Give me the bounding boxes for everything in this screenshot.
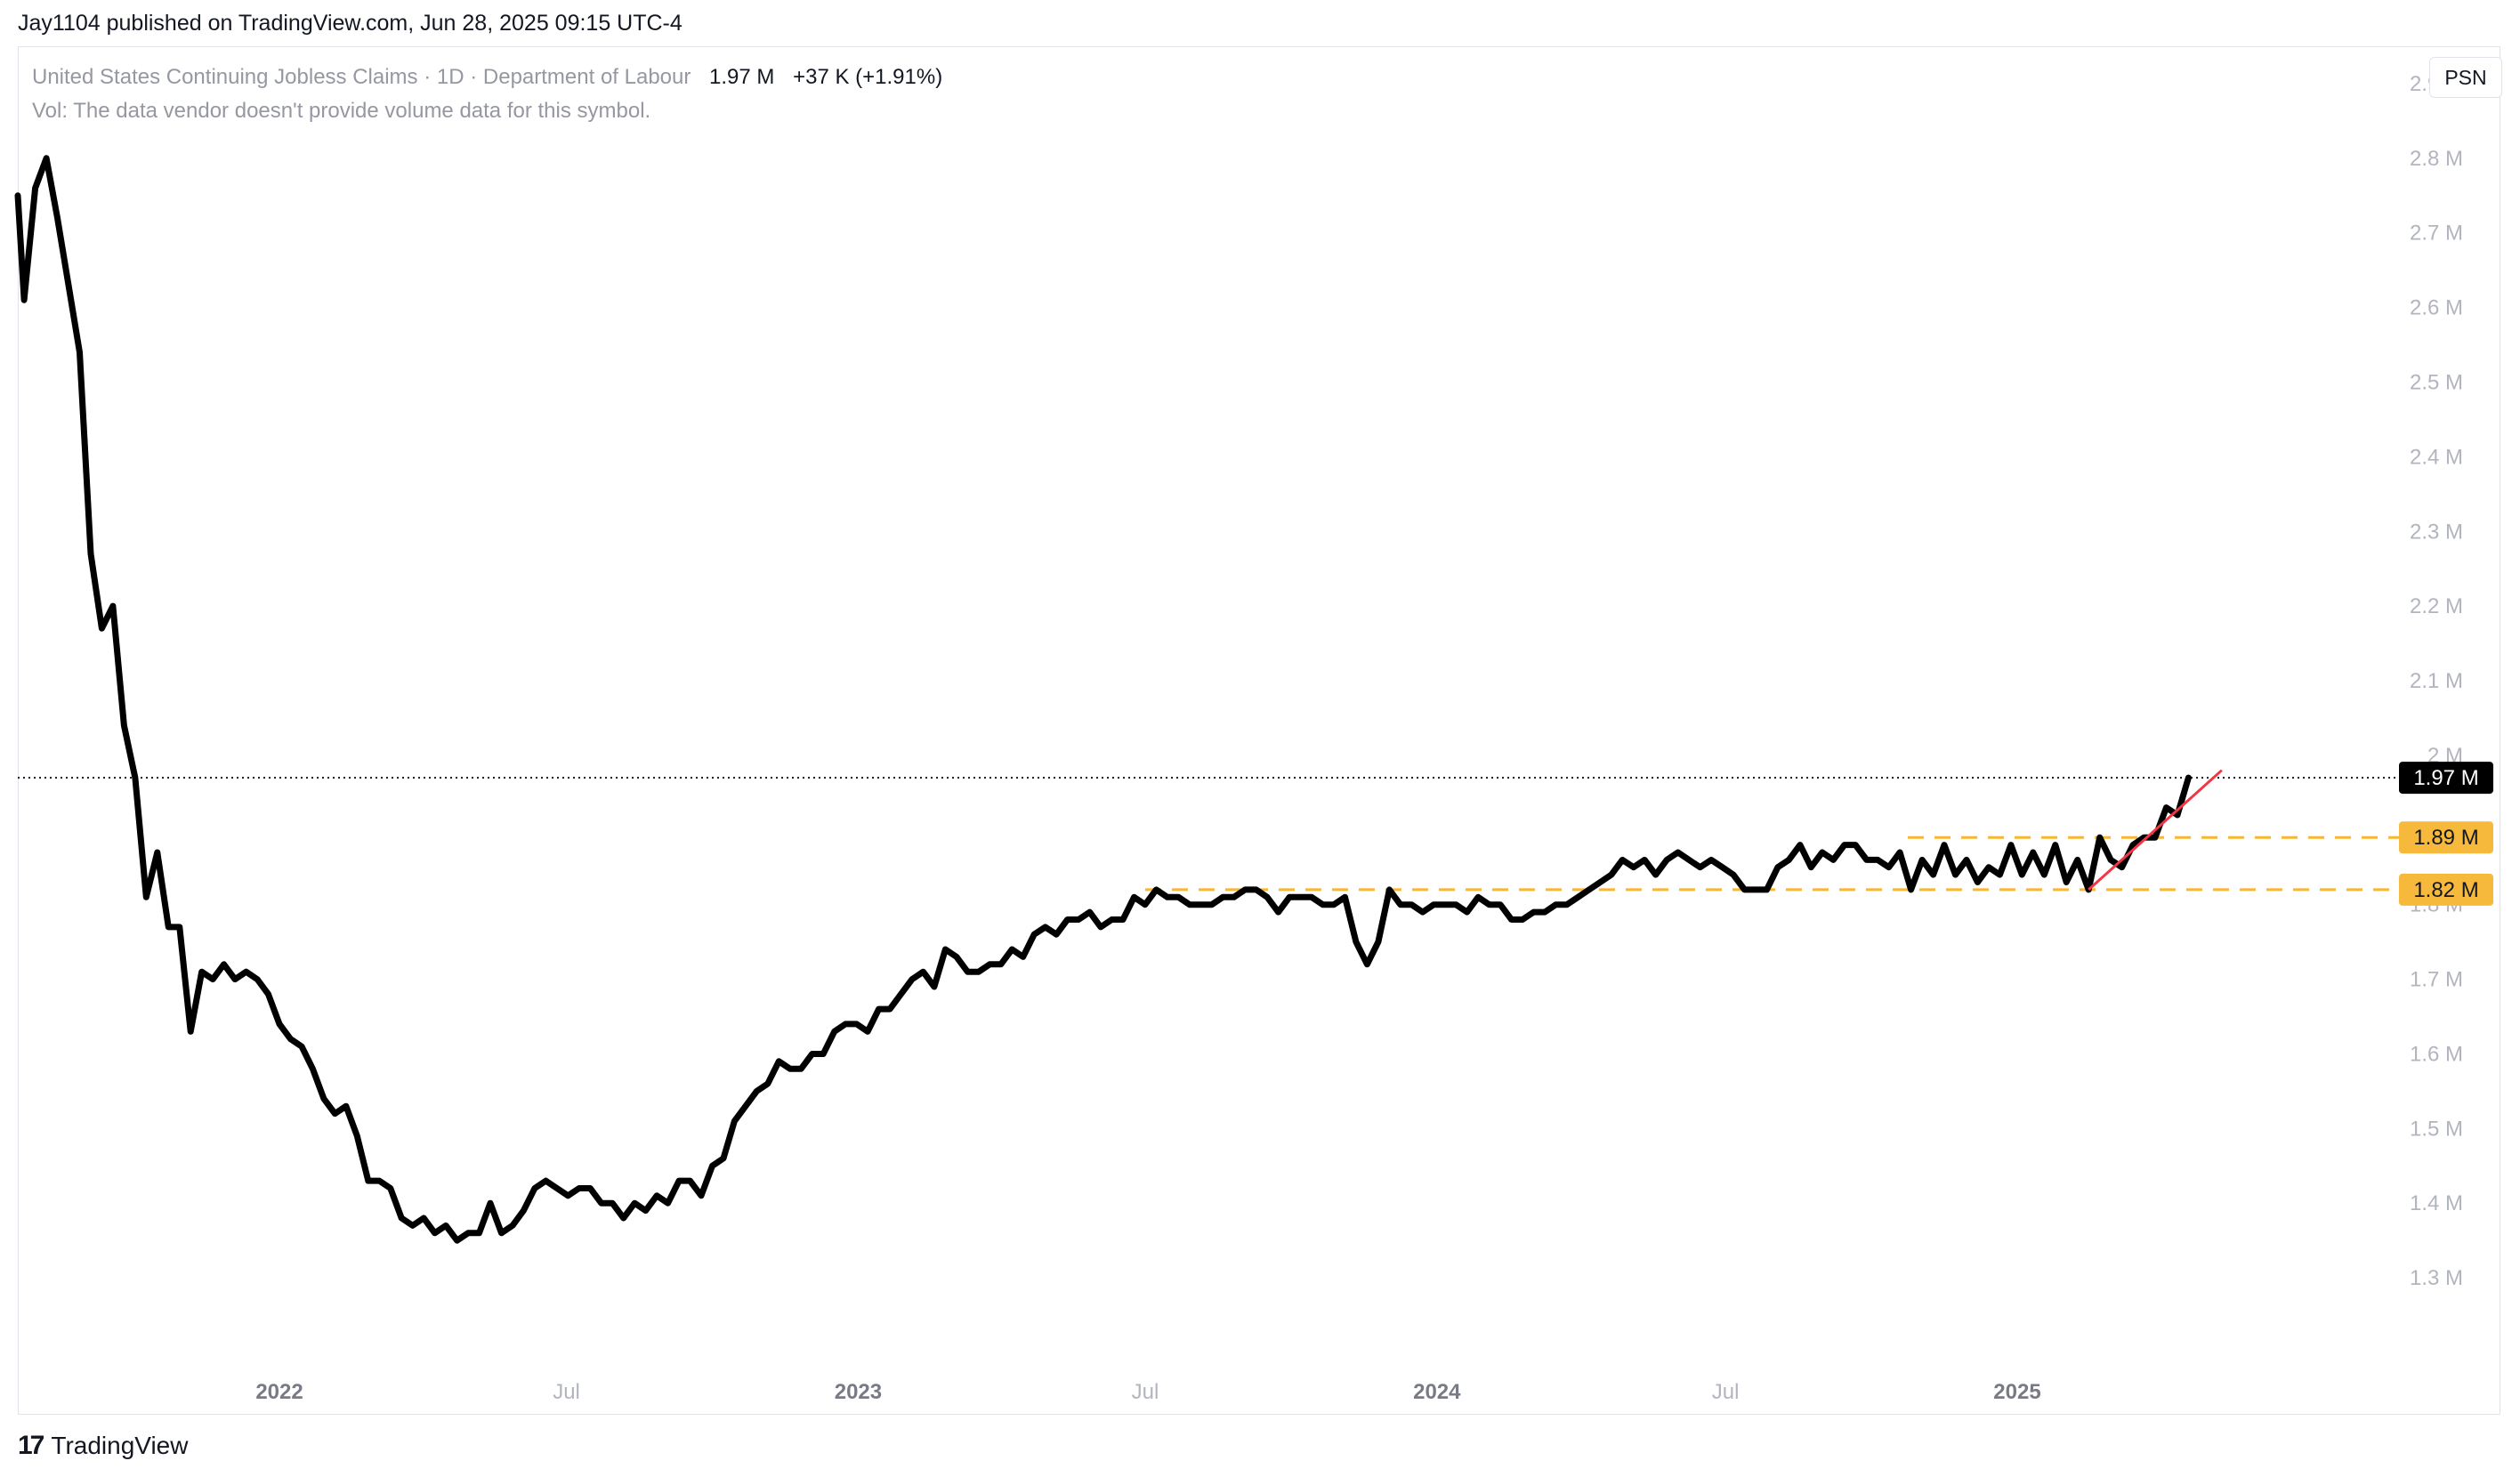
legend-change: +37 K (+1.91%) [793, 65, 943, 89]
x-tick-label: 2025 [1993, 1380, 2040, 1404]
level-price-tag: 1.89 M [2413, 826, 2478, 850]
tradingview-brand-text: TradingView [51, 1432, 189, 1459]
x-tick-label: Jul [553, 1380, 580, 1404]
y-tick-label: 2.3 M [2410, 520, 2463, 544]
y-tick-label: 2.4 M [2410, 445, 2463, 469]
y-tick-label: 2.8 M [2410, 147, 2463, 171]
last-price-tag-bg [2399, 762, 2493, 795]
y-tick-label: 2.2 M [2410, 594, 2463, 618]
trendline [2088, 769, 2223, 892]
y-tick-label: 2.5 M [2410, 370, 2463, 394]
series-line [14, 155, 2192, 1244]
x-tick-label: 2022 [255, 1380, 303, 1404]
level-price-tag: 1.82 M [2413, 878, 2478, 902]
psn-button[interactable]: PSN [2429, 57, 2502, 98]
legend-last-value: 1.97 M [709, 65, 775, 89]
chart-frame [18, 46, 2500, 1415]
x-tick-label: 2024 [1413, 1380, 1461, 1404]
x-tick-label: 2023 [835, 1380, 882, 1404]
y-tick-label: 2.1 M [2410, 669, 2463, 693]
y-tick-label: 2.7 M [2410, 222, 2463, 246]
y-tick-label: 2.6 M [2410, 296, 2463, 320]
last-price-tag: 1.97 M [2413, 766, 2478, 790]
tradingview-logo[interactable]: 17 TradingView [18, 1431, 188, 1461]
y-tick-label: 1.3 M [2410, 1266, 2463, 1290]
tradingview-logo-icon: 17 [18, 1431, 44, 1460]
legend: United States Continuing Jobless Claims … [32, 61, 942, 128]
legend-volume-note: Vol: The data vendor doesn't provide vol… [32, 99, 651, 123]
legend-title: United States Continuing Jobless Claims … [32, 65, 691, 89]
x-tick-label: Jul [1712, 1380, 1740, 1404]
x-tick-label: Jul [1132, 1380, 1159, 1404]
y-tick-label: 1.4 M [2410, 1191, 2463, 1215]
y-tick-label: 1.5 M [2410, 1117, 2463, 1141]
y-tick-label: 1.7 M [2410, 968, 2463, 992]
publish-line: Jay1104 published on TradingView.com, Ju… [18, 11, 682, 36]
y-tick-label: 1.6 M [2410, 1042, 2463, 1066]
level-price-tag-bg [2399, 821, 2493, 854]
level-price-tag-bg [2399, 873, 2493, 906]
